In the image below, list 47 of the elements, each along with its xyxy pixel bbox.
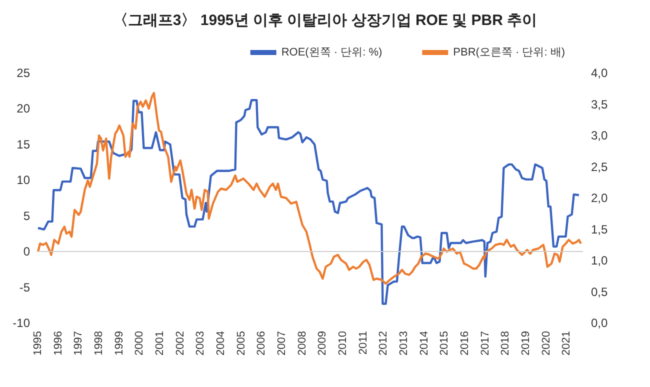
- x-tick-label: 2001: [154, 331, 166, 356]
- x-tick-label: 2012: [378, 331, 390, 356]
- x-tick-label: 2011: [357, 331, 370, 355]
- y-tick-label: 20: [16, 102, 30, 116]
- x-tick-label: 2005: [235, 331, 248, 356]
- x-tick-label: 2000: [134, 331, 146, 356]
- x-tick-label: 1996: [52, 331, 64, 356]
- x-tick-label: 2003: [194, 331, 207, 356]
- x-tick-label: 2021: [560, 331, 573, 356]
- y-tick-label: 0: [23, 244, 30, 259]
- y2-tick-label: 4,0: [591, 66, 608, 80]
- y2-tick-label: 2,5: [591, 160, 608, 174]
- x-tick-label: 1995: [32, 331, 44, 356]
- x-tick-label: 2006: [256, 331, 268, 356]
- y2-tick-label: 2,0: [591, 191, 608, 205]
- x-tick-label: 1998: [93, 331, 106, 356]
- y2-tick-label: 3,5: [591, 97, 608, 112]
- legend-label: PBR(오른쪽 · 단위: 배): [453, 46, 566, 58]
- y2-tick-label: 1,5: [591, 222, 608, 236]
- x-tick-label: 2010: [337, 331, 350, 356]
- x-tick-label: 2009: [316, 331, 329, 356]
- y-tick-label: 10: [16, 173, 30, 188]
- chart-title: 〈그래프3〉 1995년 이후 이탈리아 상장기업 ROE 및 PBR 추이: [112, 12, 538, 29]
- legend-label: ROE(왼쪽 · 단위: %): [281, 46, 382, 58]
- x-tick-label: 2007: [276, 331, 288, 356]
- x-tick-label: 2002: [174, 331, 186, 356]
- x-tick-label: 2018: [500, 331, 512, 356]
- y2-tick-label: 3,0: [591, 128, 608, 142]
- y2-tick-label: 0,0: [591, 316, 608, 330]
- x-tick-label: 2017: [479, 331, 492, 356]
- y-tick-label: -5: [19, 280, 30, 294]
- y-tick-label: 15: [16, 137, 30, 152]
- y-tick-label: 5: [23, 208, 30, 223]
- y2-tick-label: 0,5: [591, 284, 608, 299]
- x-tick-label: 2004: [215, 331, 228, 356]
- x-tick-label: 1997: [72, 331, 85, 356]
- x-tick-label: 2015: [438, 331, 451, 356]
- y-tick-label: 25: [16, 66, 30, 80]
- y-tick-label: -10: [12, 316, 30, 330]
- x-tick-label: 2019: [520, 331, 532, 356]
- x-tick-label: 2020: [540, 331, 552, 356]
- x-tick-label: 2013: [398, 331, 410, 356]
- x-tick-label: 2016: [459, 331, 472, 356]
- y2-tick-label: 1,0: [591, 254, 608, 268]
- x-tick-label: 2008: [296, 331, 308, 356]
- x-tick-label: 1999: [113, 331, 126, 356]
- x-tick-label: 2014: [418, 331, 430, 356]
